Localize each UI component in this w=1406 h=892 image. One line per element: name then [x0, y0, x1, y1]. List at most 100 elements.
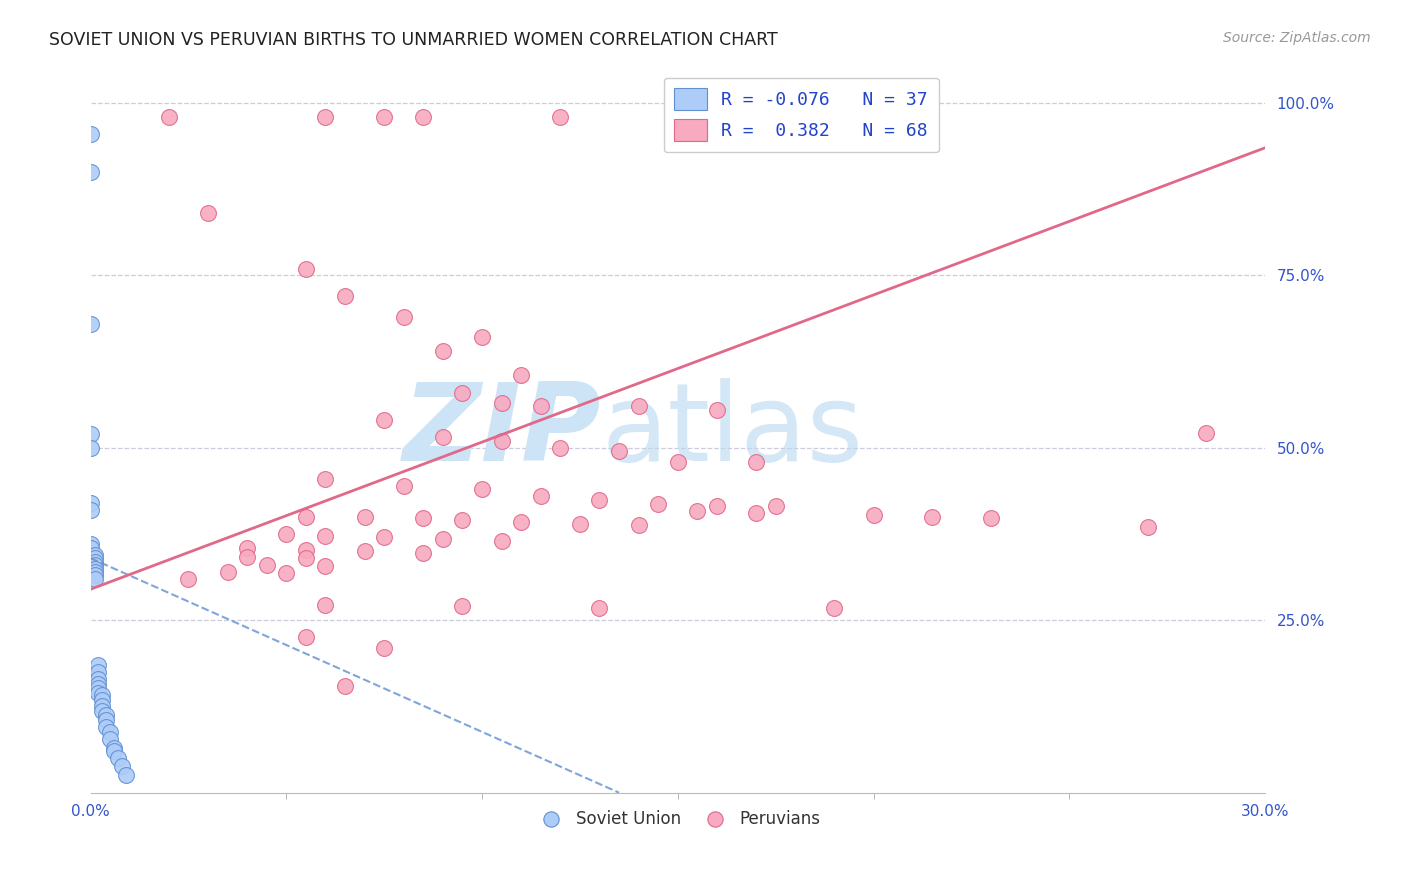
Point [491, 434, 513, 448]
Point [295, 542, 318, 557]
Point [83, 561, 105, 575]
Point [87, 686, 110, 700]
Point [392, 479, 415, 493]
Point [87, 681, 110, 695]
Point [83, 572, 105, 586]
Point [115, 768, 138, 782]
Point [83, 558, 105, 572]
Text: SOVIET UNION VS PERUVIAN BIRTHS TO UNMARRIED WOMEN CORRELATION CHART: SOVIET UNION VS PERUVIAN BIRTHS TO UNMAR… [49, 31, 778, 49]
Point [353, 509, 375, 524]
Point [314, 529, 336, 543]
Point [353, 544, 375, 558]
Point [451, 599, 474, 614]
Point [79, 503, 101, 517]
Point [96, 720, 118, 734]
Point [157, 110, 180, 124]
Point [373, 531, 395, 545]
Point [79, 165, 101, 179]
Point [373, 110, 395, 124]
Point [530, 489, 553, 503]
Point [1195, 425, 1218, 440]
Point [510, 368, 533, 383]
Point [412, 511, 434, 525]
Point [451, 513, 474, 527]
Point [412, 110, 434, 124]
Point [79, 441, 101, 455]
Point [79, 537, 101, 551]
Point [314, 559, 336, 574]
Point [530, 400, 553, 414]
Point [862, 508, 884, 523]
Text: Source: ZipAtlas.com: Source: ZipAtlas.com [1223, 31, 1371, 45]
Point [91, 704, 114, 718]
Point [79, 496, 101, 510]
Point [96, 708, 118, 723]
Point [333, 289, 356, 303]
Point [236, 549, 259, 564]
Point [588, 600, 610, 615]
Point [314, 110, 336, 124]
Point [91, 688, 114, 702]
Point [197, 206, 219, 220]
Point [87, 658, 110, 673]
Point [392, 310, 415, 324]
Point [491, 396, 513, 410]
Point [107, 751, 129, 765]
Point [79, 317, 101, 331]
Point [686, 504, 709, 518]
Legend: Soviet Union, Peruvians: Soviet Union, Peruvians [529, 804, 828, 835]
Point [276, 566, 298, 581]
Point [83, 565, 105, 579]
Point [550, 110, 572, 124]
Point [177, 572, 200, 586]
Point [103, 740, 125, 755]
Point [83, 551, 105, 566]
Point [91, 692, 114, 706]
Point [432, 532, 454, 546]
Point [471, 330, 494, 344]
Point [96, 713, 118, 727]
Point [314, 598, 336, 612]
Point [823, 600, 845, 615]
Point [921, 509, 943, 524]
Point [98, 725, 121, 739]
Point [217, 565, 239, 579]
Point [79, 541, 101, 555]
Point [510, 516, 533, 530]
Point [295, 551, 318, 566]
Point [111, 759, 134, 773]
Point [491, 533, 513, 548]
Point [333, 679, 356, 693]
Point [647, 497, 669, 511]
Point [87, 676, 110, 690]
Point [295, 631, 318, 645]
Text: atlas: atlas [602, 377, 863, 483]
Point [295, 261, 318, 276]
Point [666, 455, 689, 469]
Text: ZIP: ZIP [404, 377, 602, 483]
Point [236, 541, 259, 555]
Point [256, 558, 278, 572]
Point [607, 444, 630, 458]
Point [550, 441, 572, 455]
Point [83, 568, 105, 582]
Point [276, 527, 298, 541]
Point [87, 665, 110, 679]
Point [706, 403, 728, 417]
Point [91, 699, 114, 714]
Point [745, 455, 768, 469]
Point [1136, 520, 1159, 534]
Point [295, 509, 318, 524]
Point [627, 518, 650, 533]
Point [87, 672, 110, 686]
Point [373, 640, 395, 655]
Point [980, 511, 1002, 525]
Point [451, 385, 474, 400]
Point [98, 731, 121, 746]
Point [412, 546, 434, 560]
Point [432, 430, 454, 444]
Point [745, 506, 768, 520]
Point [83, 555, 105, 569]
Point [588, 492, 610, 507]
Point [79, 127, 101, 141]
